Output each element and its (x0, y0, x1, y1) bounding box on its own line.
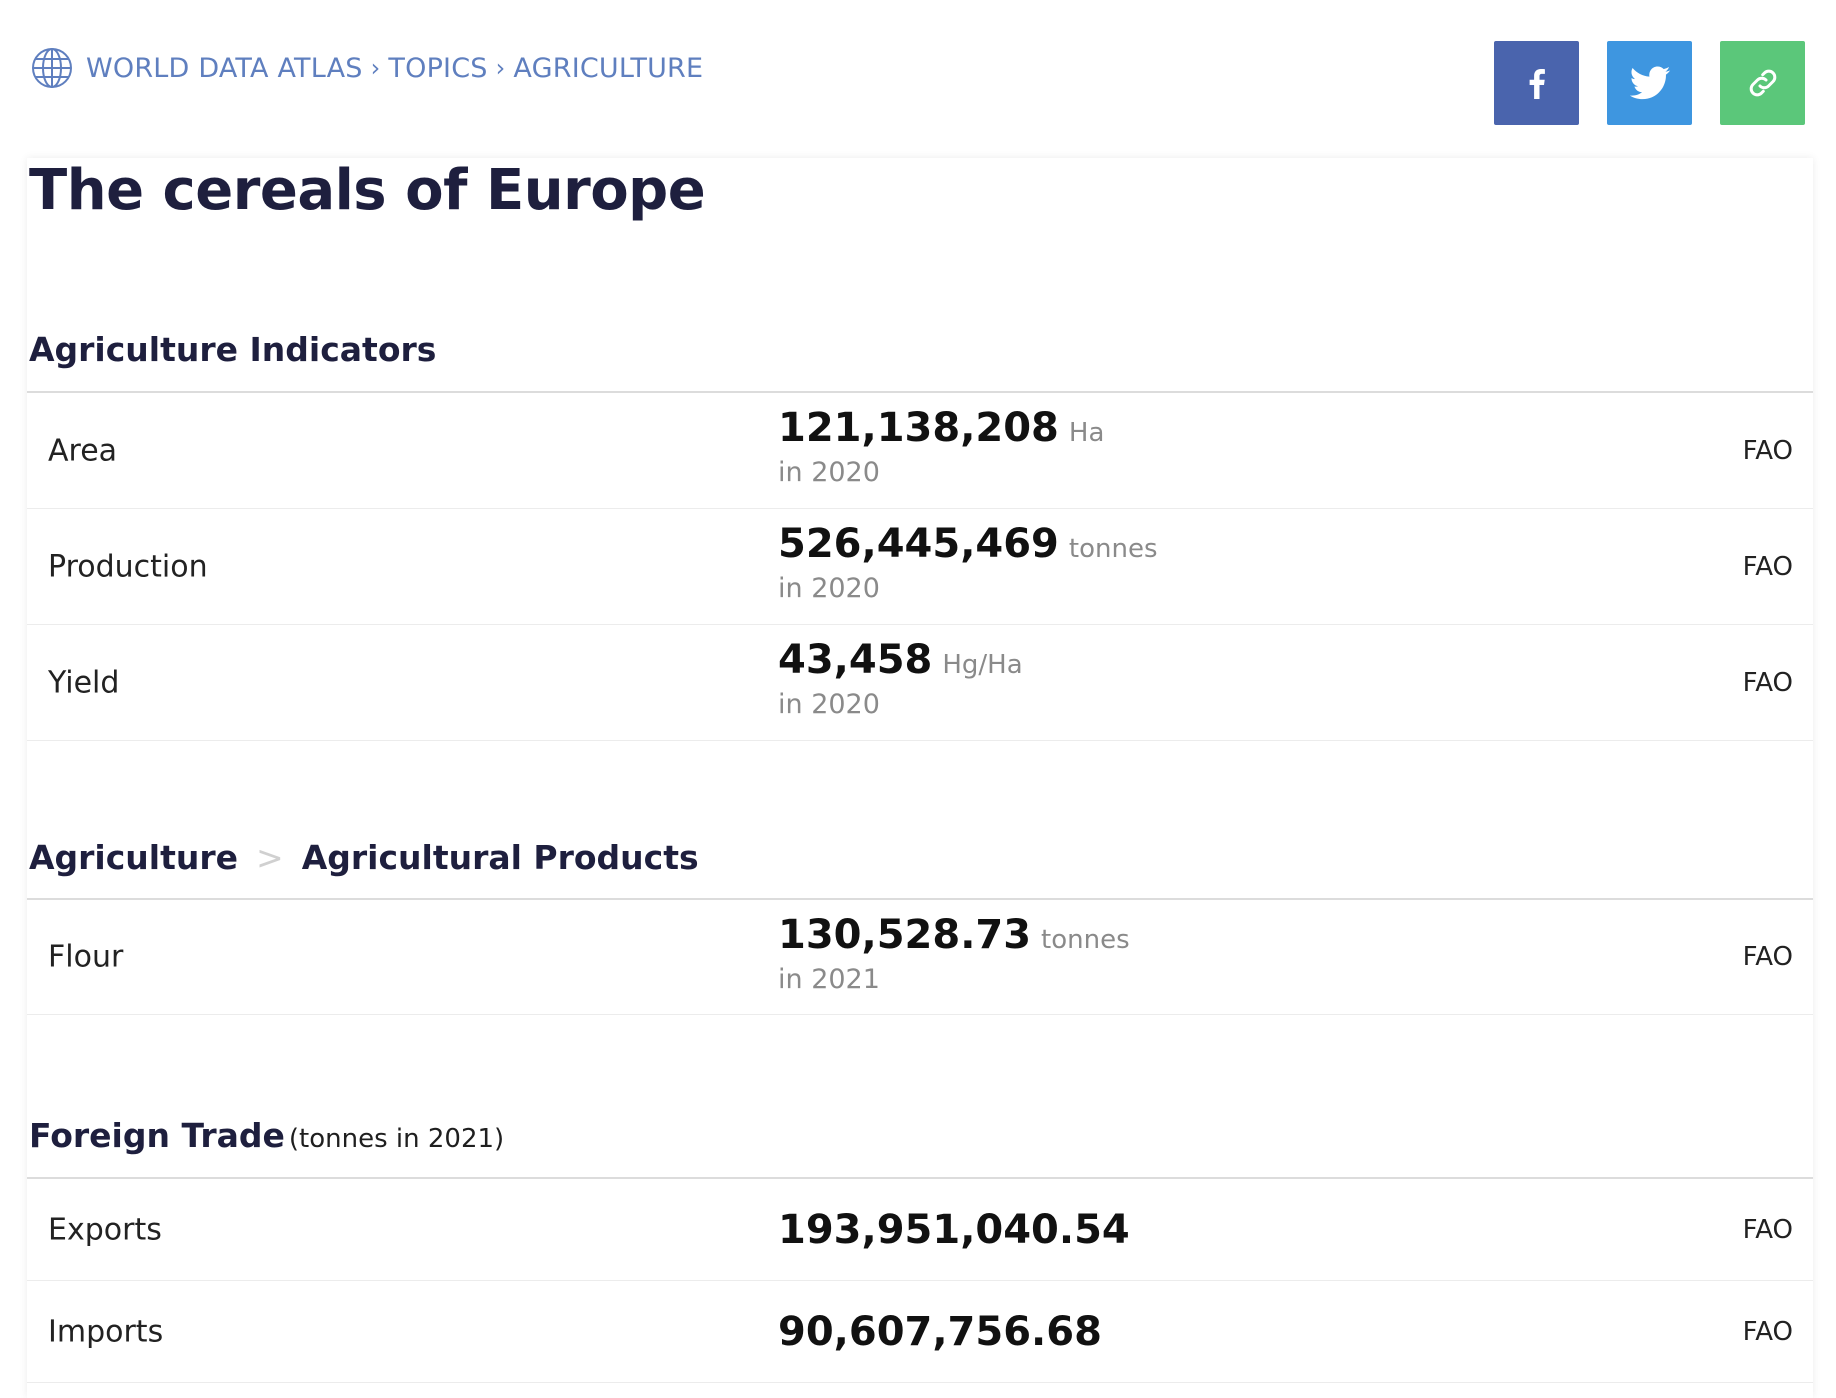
value-block: 121,138,208 Ha in 2020 (778, 405, 1104, 488)
row-year: in 2021 (778, 964, 880, 995)
source-link[interactable]: FAO (1742, 667, 1793, 698)
row-value: 90,607,756.68 (778, 1308, 1102, 1355)
breadcrumb-topics[interactable]: TOPICS (388, 52, 488, 84)
section-title-agricultural-products: Agriculture > Agricultural Products (29, 838, 699, 877)
section-title-agriculture-indicators: Agriculture Indicators (29, 330, 437, 369)
crumb-agriculture[interactable]: Agriculture (29, 838, 239, 877)
trade-subtitle: (tonnes in 2021) (288, 1124, 505, 1154)
row-unit: Ha (1068, 418, 1105, 448)
source-link[interactable]: FAO (1742, 435, 1793, 466)
row-value: 130,528.73 (778, 912, 1032, 958)
row-label: Flour (48, 939, 124, 975)
header-bar: WORLD DATA ATLAS › TOPICS › AGRICULTURE (0, 0, 1836, 150)
table-row: Production 526,445,469 tonnes in 2020 FAO (27, 509, 1813, 625)
page-title: The cereals of Europe (29, 158, 706, 223)
copy-link-button[interactable] (1720, 41, 1805, 125)
row-value: 43,458 (778, 637, 933, 683)
row-year: in 2020 (778, 457, 880, 488)
table-row: Flour 130,528.73 tonnes in 2021 FAO (27, 900, 1813, 1015)
source-link[interactable]: FAO (1742, 1214, 1793, 1245)
source-link[interactable]: FAO (1742, 942, 1793, 972)
breadcrumb-world-data-atlas[interactable]: WORLD DATA ATLAS (86, 52, 363, 84)
section-title-foreign-trade: Foreign Trade (tonnes in 2021) (29, 1116, 504, 1155)
breadcrumb-agriculture[interactable]: AGRICULTURE (513, 52, 704, 84)
breadcrumb: WORLD DATA ATLAS › TOPICS › AGRICULTURE (30, 46, 703, 90)
row-label: Production (48, 549, 208, 584)
products-table: Flour 130,528.73 tonnes in 2021 FAO (27, 898, 1813, 1015)
facebook-share-button[interactable] (1494, 41, 1579, 125)
chevron-right-icon: > (256, 838, 284, 877)
source-link[interactable]: FAO (1742, 1316, 1793, 1347)
crumb-agricultural-products: Agricultural Products (301, 838, 699, 877)
twitter-share-button[interactable] (1607, 41, 1692, 125)
row-label: Yield (48, 665, 120, 700)
globe-icon (30, 46, 74, 90)
twitter-icon (1629, 66, 1670, 100)
table-row: Yield 43,458 Hg/Ha in 2020 FAO (27, 625, 1813, 741)
row-label: Exports (48, 1212, 162, 1247)
row-value: 526,445,469 (778, 521, 1059, 567)
row-label: Area (48, 433, 118, 468)
trade-title: Foreign Trade (29, 1116, 285, 1155)
row-year: in 2020 (778, 573, 880, 604)
breadcrumb-separator: › (495, 54, 506, 82)
value-block: 43,458 Hg/Ha in 2020 (778, 637, 1023, 720)
row-label: Imports (48, 1314, 164, 1349)
value-block: 526,445,469 tonnes in 2020 (778, 521, 1158, 604)
trade-table: Exports 193,951,040.54 FAO Imports 90,60… (27, 1177, 1813, 1383)
value-block: 130,528.73 tonnes in 2021 (778, 912, 1130, 995)
row-unit: Hg/Ha (942, 650, 1023, 680)
indicators-table: Area 121,138,208 Ha in 2020 FAO Productio… (27, 391, 1813, 741)
link-icon (1749, 69, 1776, 97)
source-link[interactable]: FAO (1742, 551, 1793, 582)
row-unit: tonnes (1068, 534, 1158, 564)
row-value: 121,138,208 (778, 405, 1059, 451)
breadcrumb-separator: › (370, 54, 381, 82)
facebook-icon (1529, 69, 1545, 99)
content-card: The cereals of Europe Agriculture Indica… (27, 158, 1813, 1398)
table-row: Exports 193,951,040.54 FAO (27, 1179, 1813, 1281)
row-unit: tonnes (1041, 925, 1130, 955)
row-value: 193,951,040.54 (778, 1206, 1130, 1253)
table-row: Area 121,138,208 Ha in 2020 FAO (27, 393, 1813, 509)
row-year: in 2020 (778, 689, 880, 720)
table-row: Imports 90,607,756.68 FAO (27, 1281, 1813, 1383)
